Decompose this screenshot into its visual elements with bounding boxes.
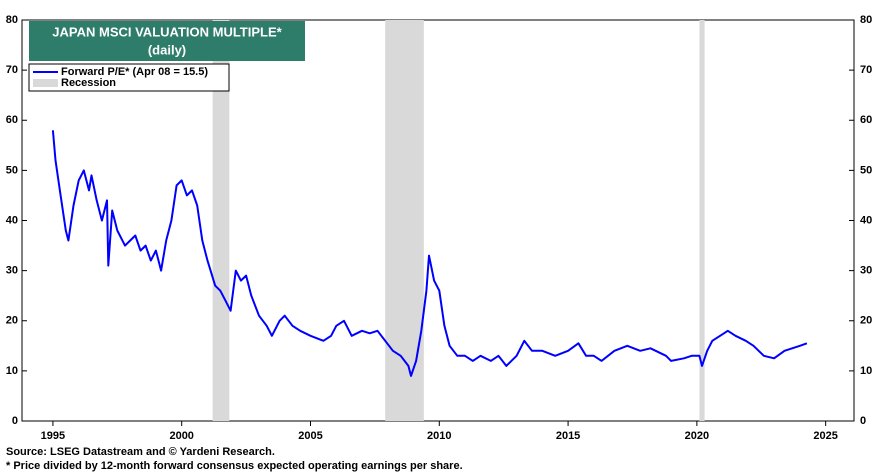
y-tick-label: 20 <box>860 315 872 327</box>
x-tick-label: 2015 <box>556 430 580 442</box>
y-tick-label: 10 <box>860 365 872 377</box>
recession-band <box>699 20 705 421</box>
y-tick-label: 70 <box>6 64 18 76</box>
y-tick-label: 80 <box>6 14 18 26</box>
y-tick-label: 50 <box>860 164 872 176</box>
y-tick-label: 40 <box>6 214 18 226</box>
legend-label: Recession <box>61 77 116 89</box>
y-tick-label: 0 <box>860 415 866 427</box>
y-tick-label: 60 <box>860 114 872 126</box>
series-line <box>51 130 808 377</box>
y-tick-label: 30 <box>6 265 18 277</box>
recession-band <box>212 20 230 421</box>
source: Source: LSEG Datastream and © Yardeni Re… <box>6 446 275 458</box>
y-tick-label: 40 <box>860 214 872 226</box>
x-tick-label: 2000 <box>169 430 193 442</box>
x-tick-label: 2010 <box>427 430 451 442</box>
x-tick-label: 2025 <box>813 430 837 442</box>
y-tick-label: 80 <box>860 14 872 26</box>
y-tick-label: 0 <box>12 415 18 427</box>
footnote: * Price divided by 12-month forward cons… <box>6 460 463 472</box>
y-tick-label: 30 <box>860 265 872 277</box>
y-tick-label: 50 <box>6 164 18 176</box>
title-box <box>29 21 305 61</box>
x-tick-label: 2005 <box>298 430 322 442</box>
y-tick-label: 60 <box>6 114 18 126</box>
y-tick-label: 20 <box>6 315 18 327</box>
chart-title: JAPAN MSCI VALUATION MULTIPLE* <box>52 24 282 39</box>
legend <box>28 63 230 92</box>
x-tick-label: 1995 <box>41 430 65 442</box>
legend-swatch <box>33 79 58 87</box>
x-tick-label: 2020 <box>685 430 709 442</box>
y-tick-label: 70 <box>860 64 872 76</box>
legend-label: Forward P/E* (Apr 08 = 15.5) <box>61 66 208 78</box>
y-tick-label: 10 <box>6 365 18 377</box>
chart-subtitle: (daily) <box>148 42 186 57</box>
